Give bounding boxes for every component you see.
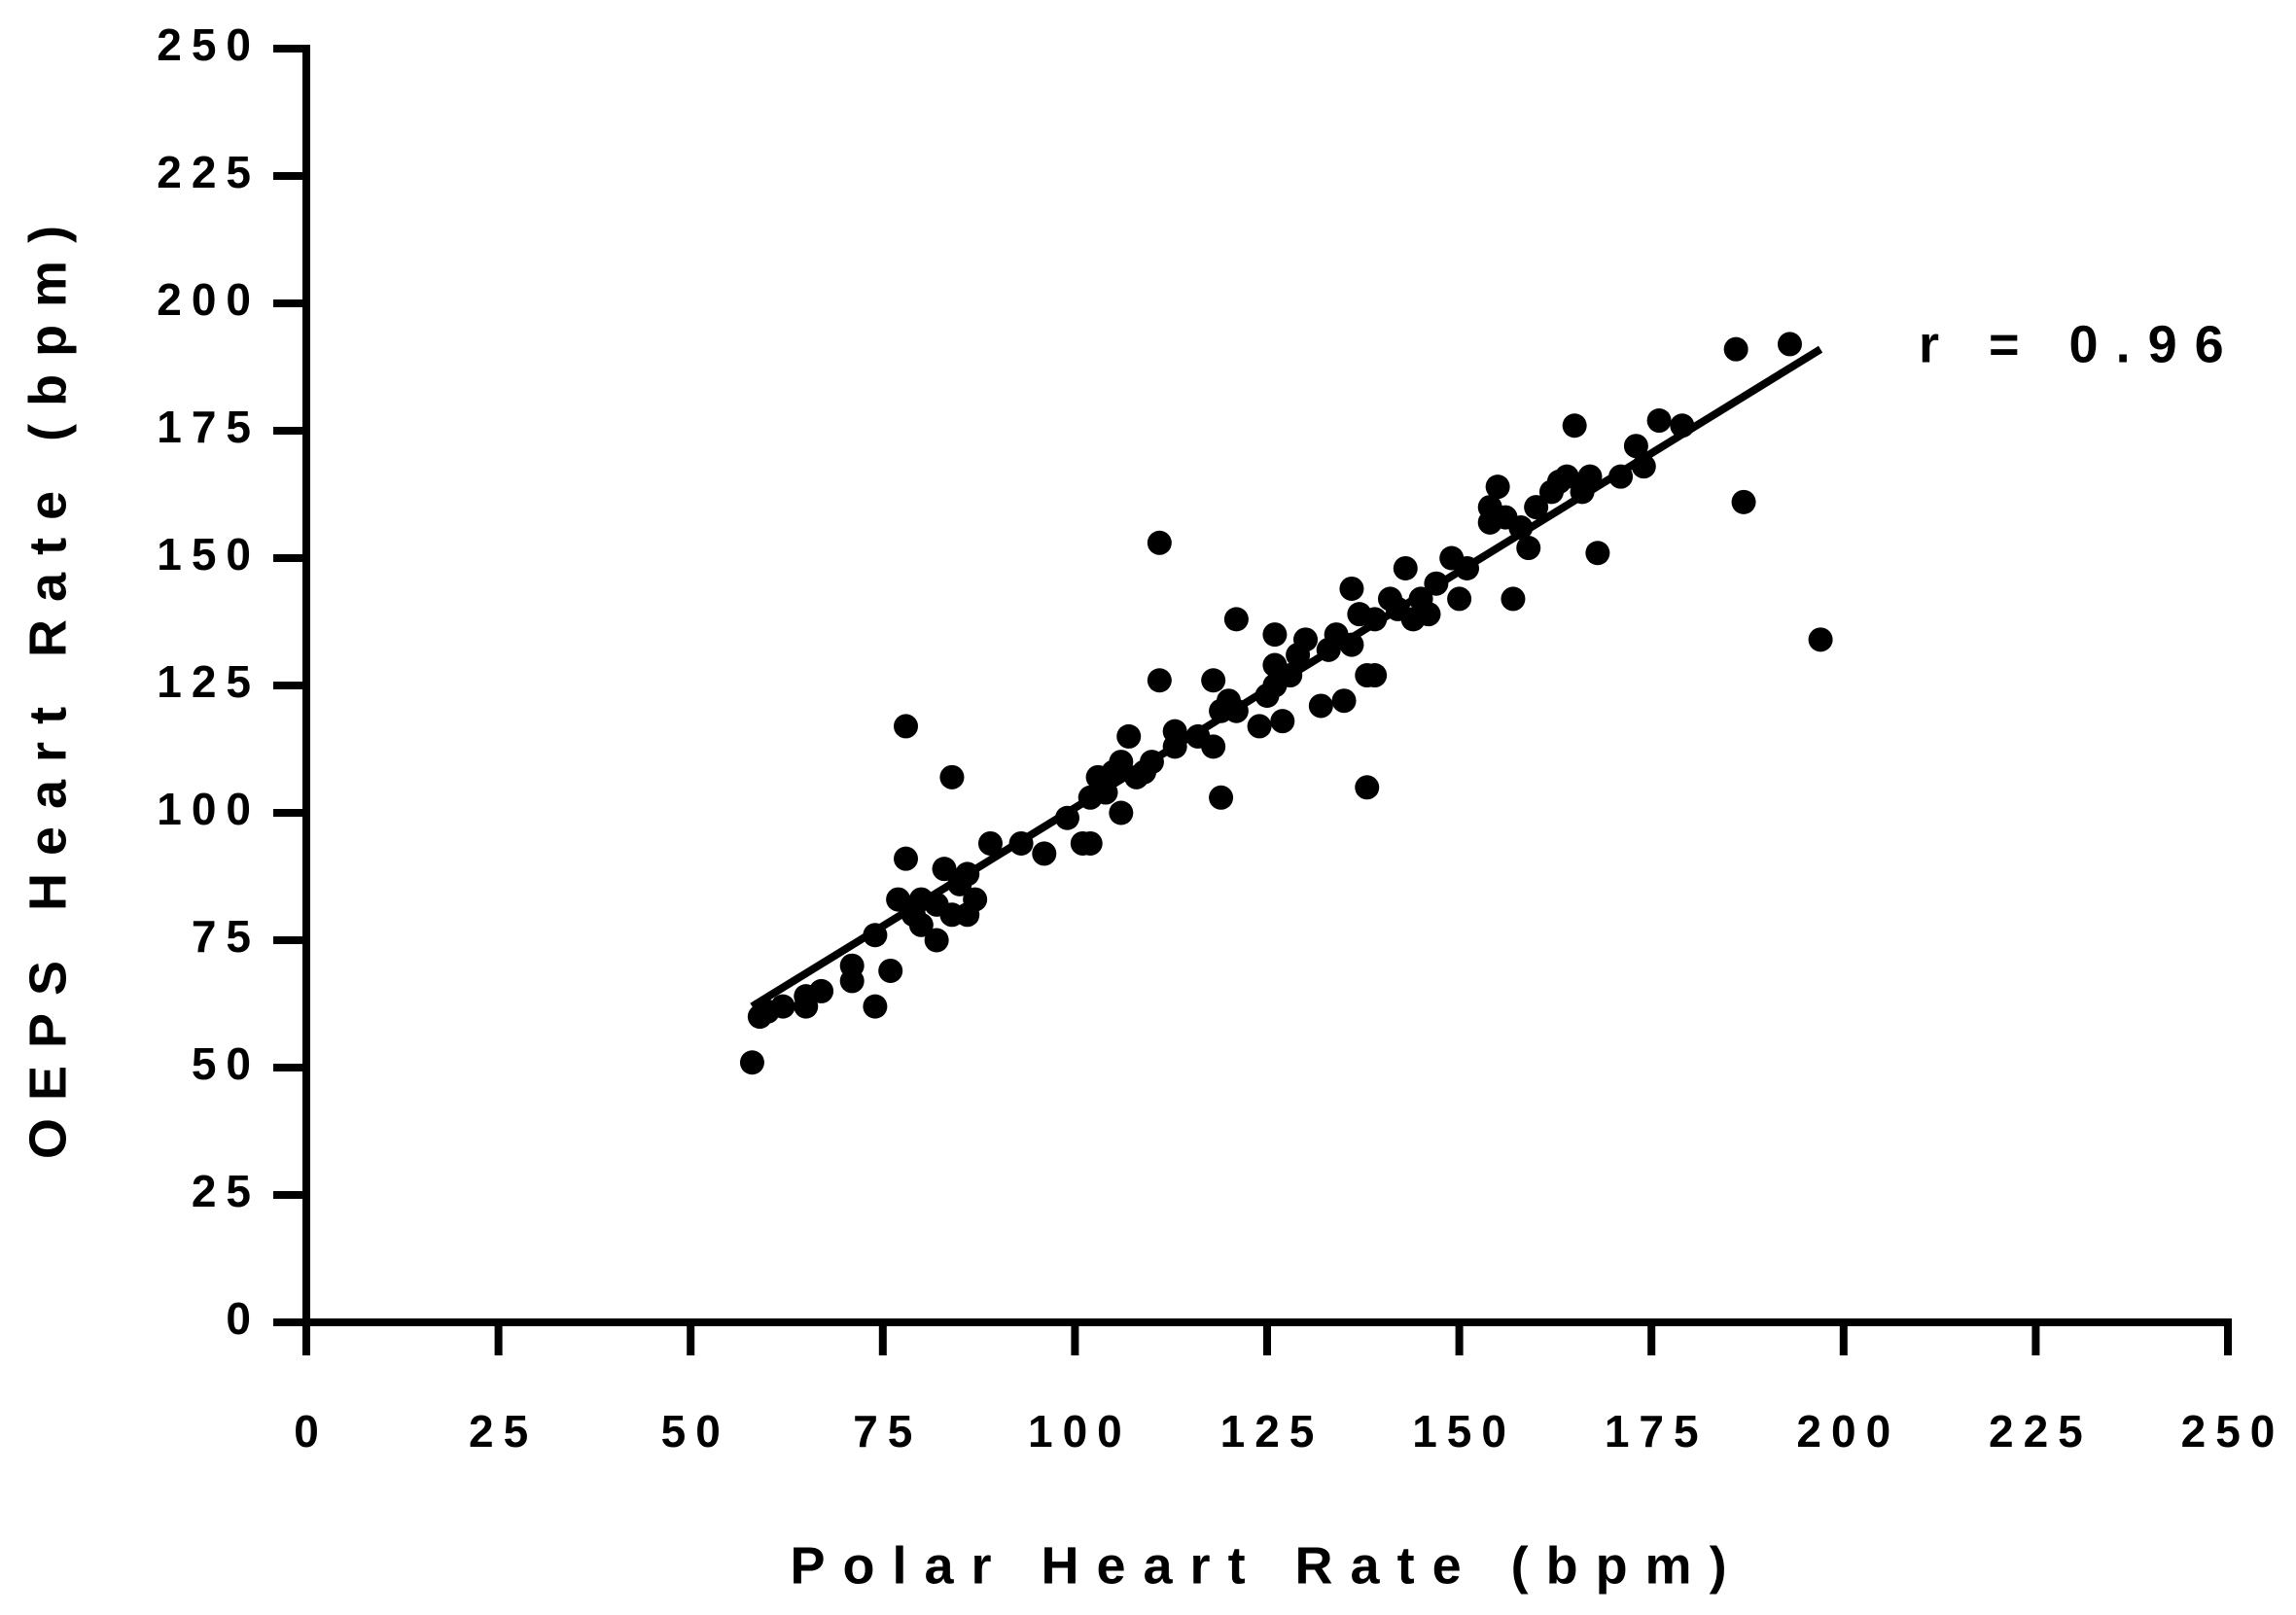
y-tick-label: 250 — [157, 19, 261, 70]
data-point — [1077, 830, 1103, 856]
data-point — [1116, 723, 1142, 749]
data-point — [894, 714, 919, 739]
data-point — [1447, 586, 1472, 612]
data-point — [809, 978, 834, 1003]
data-point — [1109, 750, 1134, 775]
annotation: r = 0.96 — [1919, 315, 2242, 373]
data-point — [1054, 805, 1079, 830]
data-point — [1032, 841, 1057, 866]
data-point — [878, 958, 903, 983]
data-point — [1355, 775, 1380, 800]
x-tick-label: 250 — [2181, 1406, 2285, 1457]
data-point — [1109, 800, 1134, 825]
data-point — [863, 923, 888, 948]
data-point — [1501, 586, 1526, 612]
data-point — [1147, 668, 1172, 693]
y-tick-label: 50 — [192, 1038, 261, 1089]
data-point — [1808, 627, 1833, 652]
data-point — [1331, 688, 1357, 714]
x-tick-label: 75 — [853, 1406, 922, 1457]
y-tick-label: 225 — [157, 147, 261, 197]
data-point — [1262, 622, 1288, 648]
y-tick-label: 125 — [157, 656, 261, 707]
data-point — [839, 953, 865, 978]
data-point — [1209, 785, 1234, 810]
y-tick-label: 150 — [157, 529, 261, 579]
y-tick-label: 0 — [226, 1293, 261, 1344]
data-point — [1416, 602, 1441, 627]
y-tick-label: 200 — [157, 274, 261, 325]
data-point — [1731, 489, 1756, 514]
data-point — [1162, 734, 1187, 759]
data-point — [1562, 413, 1587, 439]
data-point — [1516, 536, 1541, 561]
x-tick-label: 175 — [1605, 1406, 1709, 1457]
y-axis-title: OEPS Heart Rate (bpm) — [18, 208, 77, 1159]
data-point — [977, 830, 1003, 856]
x-tick-label: 200 — [1796, 1406, 1900, 1457]
data-point — [1362, 607, 1388, 632]
data-point — [955, 861, 980, 887]
data-point — [908, 912, 934, 937]
x-tick-label: 25 — [469, 1406, 538, 1457]
data-point — [1777, 332, 1802, 357]
data-point — [1577, 464, 1603, 489]
data-point — [924, 928, 949, 953]
data-point — [1508, 515, 1534, 541]
data-point — [1424, 571, 1449, 596]
data-point — [1201, 668, 1226, 693]
data-point — [1139, 750, 1164, 775]
data-point — [1646, 408, 1672, 434]
y-tick-label: 25 — [192, 1166, 261, 1216]
data-point — [886, 887, 911, 912]
data-point — [1147, 530, 1172, 555]
data-point — [1585, 541, 1610, 566]
data-point — [739, 1050, 764, 1075]
data-point — [1670, 413, 1695, 439]
data-point — [1339, 632, 1364, 657]
data-point — [1485, 474, 1510, 500]
data-point — [1723, 336, 1748, 362]
data-point — [1247, 714, 1272, 739]
x-tick-label: 225 — [1989, 1406, 2093, 1457]
data-point — [1093, 780, 1118, 805]
x-tick-label: 50 — [661, 1406, 730, 1457]
x-tick-label: 0 — [294, 1406, 329, 1457]
y-tick-label: 75 — [192, 911, 261, 962]
x-tick-label: 150 — [1412, 1406, 1516, 1457]
data-point — [1223, 698, 1249, 723]
y-tick-label: 175 — [157, 402, 261, 452]
data-point — [939, 764, 965, 790]
data-point — [863, 994, 888, 1019]
x-axis-title: Polar Heart Rate (bpm) — [790, 1536, 1744, 1595]
data-point — [894, 846, 919, 871]
data-point — [1008, 830, 1034, 856]
data-point — [1455, 555, 1480, 580]
data-point — [932, 857, 957, 882]
data-point — [1270, 709, 1295, 734]
data-point — [1362, 663, 1388, 688]
data-point — [1608, 464, 1634, 489]
data-point — [770, 994, 795, 1019]
data-point — [1278, 663, 1303, 688]
data-point — [1524, 495, 1549, 520]
data-point — [1339, 576, 1364, 601]
data-point — [1293, 627, 1319, 652]
data-point — [1308, 693, 1333, 719]
x-tick-label: 100 — [1028, 1406, 1132, 1457]
data-point — [963, 887, 988, 912]
data-point — [1393, 555, 1418, 580]
data-point — [1201, 734, 1226, 759]
data-point — [1223, 607, 1249, 632]
x-tick-label: 125 — [1220, 1406, 1325, 1457]
data-point — [1623, 434, 1648, 459]
data-point — [1631, 454, 1656, 479]
data-point — [1554, 464, 1579, 489]
y-tick-label: 100 — [157, 784, 261, 834]
